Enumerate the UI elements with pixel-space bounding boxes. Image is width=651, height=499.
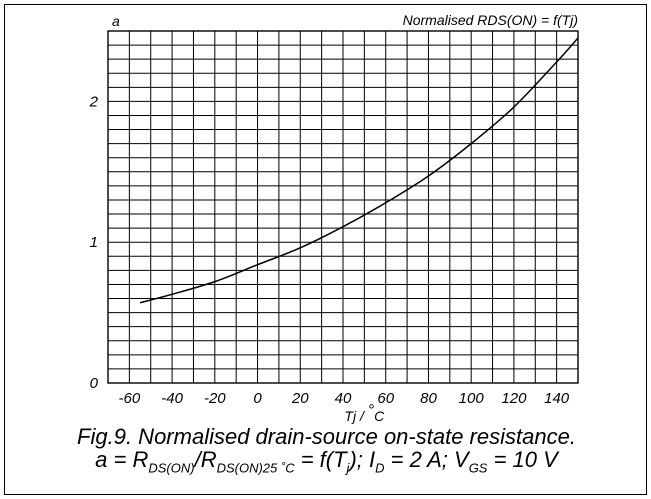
chart: -60 -40 -20 0 20 40 60 80 100 120 140 0 1 2 a Normal… bbox=[89, 12, 579, 424]
x-tick-label: 60 bbox=[377, 390, 394, 407]
caption-sub-ds-on: DS(ON) bbox=[148, 460, 195, 476]
y-tick-label: 0 bbox=[90, 375, 99, 392]
caption-id: ); I bbox=[349, 447, 376, 472]
x-tick-labels: -60 -40 -20 0 20 40 60 80 100 120 140 bbox=[119, 390, 570, 407]
caption-sub-d: D bbox=[375, 460, 385, 476]
caption-vgs-val: = 10 V bbox=[487, 447, 558, 472]
figure-frame: -60 -40 -20 0 20 40 60 80 100 120 140 0 1 2 a Normal… bbox=[4, 4, 647, 495]
x-tick-label: 0 bbox=[253, 390, 262, 407]
chart-grid bbox=[107, 30, 579, 384]
x-tick-label: 140 bbox=[544, 390, 570, 407]
x-tick-label: -60 bbox=[119, 390, 141, 407]
y-tick-labels: 0 1 2 bbox=[89, 93, 99, 392]
x-tick-label: 20 bbox=[291, 390, 309, 407]
x-axis-label-degree: ° bbox=[368, 402, 375, 419]
caption-sub-gs: GS bbox=[468, 460, 488, 476]
caption-sub-j: j bbox=[346, 460, 350, 476]
y-tick-label: 1 bbox=[90, 234, 98, 251]
caption-slash: /R bbox=[194, 447, 217, 472]
y-tick-label: 2 bbox=[89, 93, 99, 110]
x-tick-label: 120 bbox=[501, 390, 527, 407]
caption-line-1: Fig.9. Normalised drain-source on-state … bbox=[77, 424, 576, 449]
caption-sub-ds-on-25c: DS(ON)25 ˚C bbox=[216, 460, 295, 476]
x-tick-label: -40 bbox=[161, 390, 183, 407]
x-axis-label-base: Tj / bbox=[344, 408, 367, 424]
chart-series bbox=[139, 37, 579, 304]
x-tick-label: -20 bbox=[204, 390, 226, 407]
x-axis-label: Tj / °C bbox=[344, 402, 385, 424]
x-tick-label: 80 bbox=[420, 390, 437, 407]
x-tick-label: 40 bbox=[335, 390, 352, 407]
chart-title: Normalised RDS(ON) = f(Tj) bbox=[403, 12, 578, 28]
series-line-0 bbox=[139, 37, 579, 304]
x-tick-label: 100 bbox=[459, 390, 485, 407]
plot-area-border bbox=[107, 30, 579, 384]
caption-line-2: a = RDS(ON)/RDS(ON)25 ˚C = f(Tj); ID = 2… bbox=[5, 447, 648, 474]
y-axis-label: a bbox=[112, 13, 120, 29]
caption-eq: = f(T bbox=[294, 447, 347, 472]
caption-a-eq: a = R bbox=[95, 447, 149, 472]
figure-caption: Fig.9. Normalised drain-source on-state … bbox=[5, 424, 648, 474]
caption-id-val: = 2 A; V bbox=[384, 447, 469, 472]
x-axis-label-unit: C bbox=[374, 408, 385, 424]
